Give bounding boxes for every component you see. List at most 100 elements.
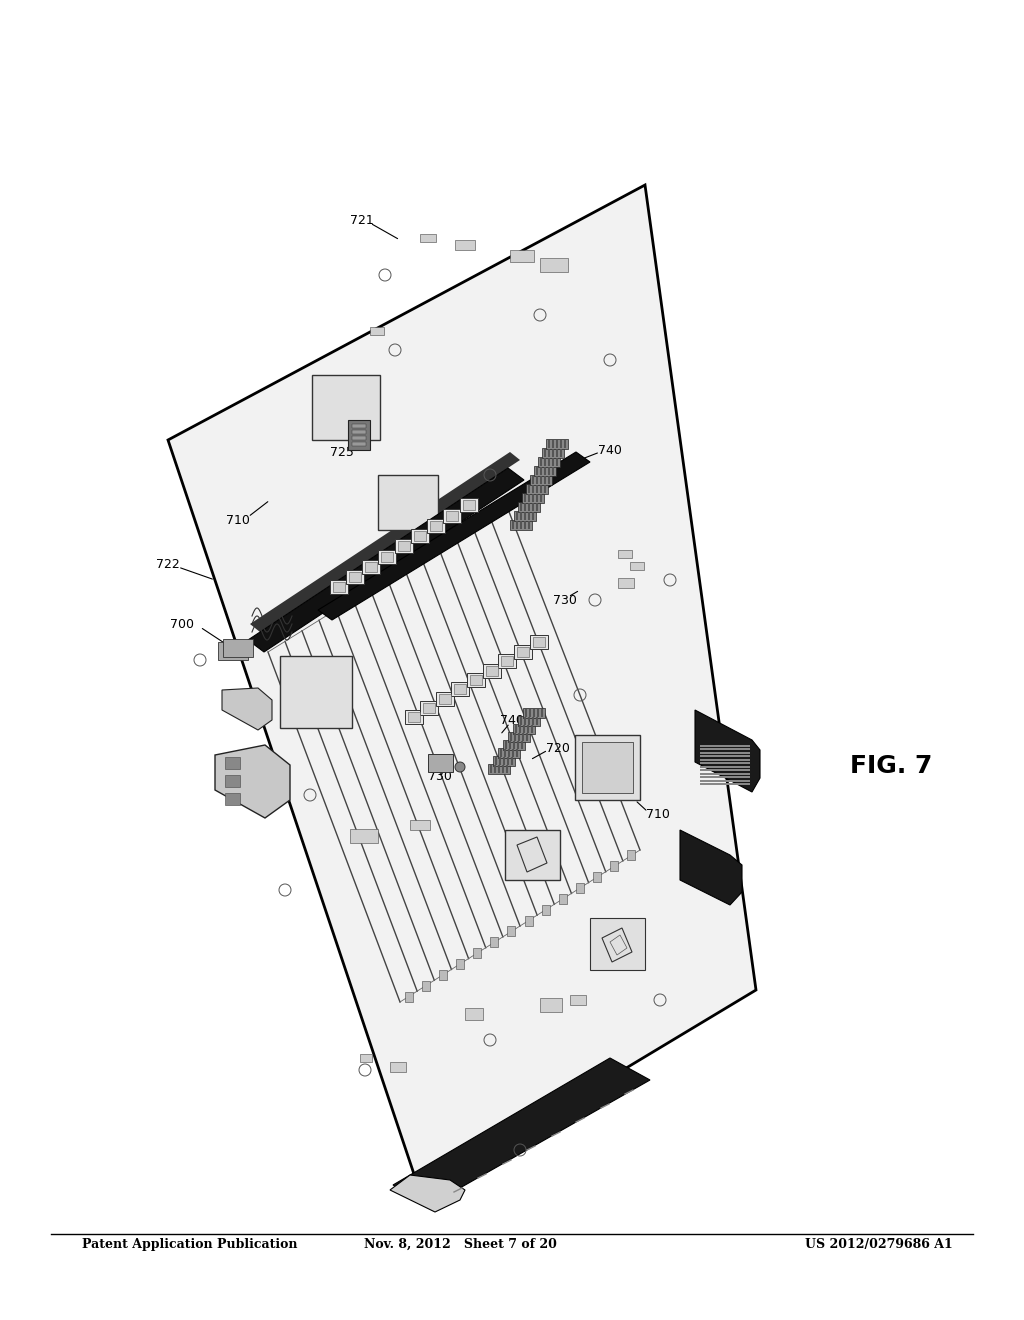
Bar xyxy=(465,1008,483,1020)
Bar xyxy=(436,692,454,706)
Bar xyxy=(524,717,526,725)
Bar xyxy=(370,327,384,335)
Bar xyxy=(534,638,545,647)
Polygon shape xyxy=(695,710,760,792)
Bar xyxy=(509,741,511,748)
Text: 725: 725 xyxy=(330,446,354,458)
Text: 720: 720 xyxy=(546,742,570,755)
Bar xyxy=(531,725,534,733)
Bar xyxy=(540,484,542,492)
Bar xyxy=(508,733,530,742)
Bar xyxy=(498,653,516,668)
Polygon shape xyxy=(680,830,742,906)
Text: 730: 730 xyxy=(553,594,577,606)
Text: 740: 740 xyxy=(500,714,524,726)
Bar xyxy=(534,709,535,717)
Bar xyxy=(508,748,510,756)
Bar xyxy=(360,1053,372,1063)
Bar xyxy=(536,467,538,475)
Bar xyxy=(398,541,410,550)
Bar xyxy=(490,766,492,774)
Bar xyxy=(700,755,750,756)
Bar xyxy=(532,717,534,725)
Bar xyxy=(700,748,750,750)
Bar xyxy=(524,512,526,520)
Text: US 2012/0279686 A1: US 2012/0279686 A1 xyxy=(805,1238,952,1251)
Bar xyxy=(528,484,530,492)
Bar xyxy=(610,861,618,871)
Bar xyxy=(518,715,540,726)
Bar xyxy=(514,511,536,521)
Text: Patent Application Publication: Patent Application Publication xyxy=(82,1238,297,1251)
Bar xyxy=(524,503,526,511)
Bar xyxy=(590,917,645,970)
Bar xyxy=(560,449,562,457)
Bar xyxy=(498,766,500,774)
Bar xyxy=(517,741,519,748)
Bar xyxy=(540,477,542,484)
Bar xyxy=(556,440,558,447)
Bar xyxy=(700,770,750,771)
Bar xyxy=(514,645,532,659)
Bar xyxy=(428,754,453,772)
Bar xyxy=(414,531,426,541)
Bar xyxy=(528,717,530,725)
Bar xyxy=(512,521,514,529)
Bar xyxy=(516,512,518,520)
Bar xyxy=(630,562,644,570)
Bar xyxy=(420,234,436,242)
Bar xyxy=(546,440,568,449)
Bar xyxy=(700,783,750,785)
Bar xyxy=(520,512,522,520)
Bar xyxy=(352,442,366,446)
Bar xyxy=(528,512,530,520)
Bar xyxy=(488,764,510,774)
Bar xyxy=(510,520,532,531)
Bar xyxy=(570,995,586,1005)
Bar xyxy=(532,494,534,502)
Bar xyxy=(700,772,750,775)
Bar xyxy=(700,759,750,760)
Bar xyxy=(513,741,515,748)
Bar xyxy=(493,756,515,766)
Bar xyxy=(540,998,562,1012)
Bar xyxy=(521,741,523,748)
Bar xyxy=(455,240,475,249)
Bar xyxy=(540,467,542,475)
Polygon shape xyxy=(168,185,756,1192)
Bar xyxy=(486,667,498,676)
Bar xyxy=(552,467,554,475)
Bar xyxy=(528,494,530,502)
Bar xyxy=(225,756,240,770)
Bar xyxy=(560,440,562,447)
Bar xyxy=(507,756,509,766)
Bar xyxy=(519,725,521,733)
Bar xyxy=(454,684,466,694)
Bar xyxy=(378,550,396,564)
Bar xyxy=(510,249,534,261)
Bar xyxy=(618,550,632,558)
Bar xyxy=(467,673,485,686)
Bar xyxy=(499,756,501,766)
Bar xyxy=(443,510,461,523)
Bar xyxy=(365,562,377,572)
Bar xyxy=(473,948,481,958)
Bar xyxy=(528,521,530,529)
Bar xyxy=(451,682,469,696)
Bar xyxy=(511,756,513,766)
Bar xyxy=(470,675,482,685)
Bar xyxy=(378,475,438,531)
Bar xyxy=(350,829,378,843)
Bar xyxy=(505,830,560,880)
Text: Nov. 8, 2012   Sheet 7 of 20: Nov. 8, 2012 Sheet 7 of 20 xyxy=(365,1238,557,1251)
Bar xyxy=(524,494,526,502)
Polygon shape xyxy=(248,469,524,652)
Text: 700: 700 xyxy=(170,619,194,631)
Bar xyxy=(395,539,413,553)
Bar xyxy=(514,733,516,741)
Bar xyxy=(540,494,542,502)
Polygon shape xyxy=(318,451,590,620)
Bar xyxy=(333,582,345,591)
Bar xyxy=(513,723,535,734)
Bar xyxy=(518,733,520,741)
